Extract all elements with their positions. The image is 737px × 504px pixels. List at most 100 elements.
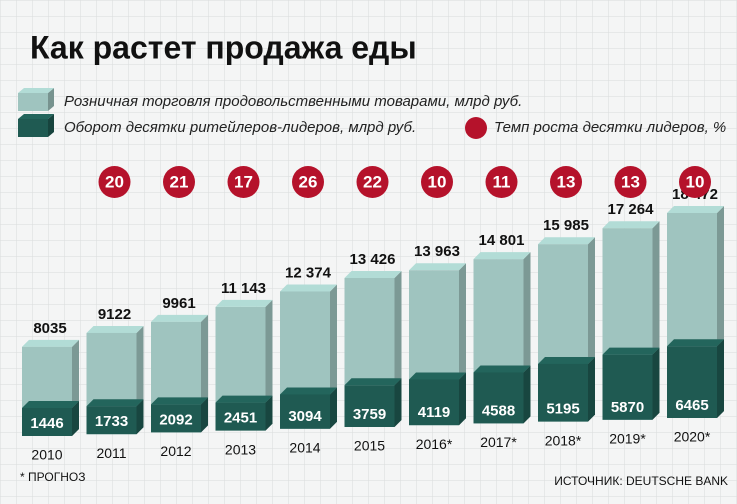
value-label: 12 374 bbox=[285, 264, 332, 281]
bar-side bbox=[588, 356, 595, 422]
rate-label: 13 bbox=[557, 172, 576, 191]
bar bbox=[280, 394, 330, 429]
bar-side bbox=[72, 401, 79, 436]
bar-side bbox=[265, 395, 273, 431]
rate-label: 22 bbox=[363, 172, 382, 191]
rate-marker bbox=[98, 166, 131, 198]
bar-top bbox=[473, 252, 531, 260]
rate-label: 11 bbox=[493, 172, 511, 191]
bar-side bbox=[136, 399, 144, 435]
bar-side bbox=[523, 365, 531, 424]
bar-side bbox=[201, 397, 208, 433]
value-label: 2092 bbox=[159, 411, 192, 428]
bar-top bbox=[22, 339, 79, 347]
value-label: 6465 bbox=[675, 397, 708, 414]
x-tick-label: 2010 bbox=[31, 447, 62, 463]
bar bbox=[22, 408, 72, 436]
legend-swatch bbox=[465, 117, 487, 139]
legend-label: Розничная торговля продовольственными то… bbox=[64, 93, 522, 110]
x-tick-label: 2011 bbox=[96, 445, 126, 461]
value-label: 9122 bbox=[98, 306, 131, 323]
bar bbox=[473, 372, 524, 424]
bar-top bbox=[473, 365, 531, 373]
rate-marker bbox=[550, 166, 582, 198]
bar-top bbox=[215, 299, 273, 307]
source: ИСТОЧНИК: DEUTSCHE BANK bbox=[554, 474, 728, 488]
rate-marker bbox=[679, 166, 711, 198]
rate-label: 26 bbox=[299, 172, 318, 191]
value-label: 2451 bbox=[224, 410, 257, 427]
bar bbox=[344, 385, 395, 427]
legend-swatch bbox=[18, 119, 48, 137]
rate-marker bbox=[485, 166, 518, 198]
value-label: 17 264 bbox=[608, 201, 655, 218]
value-label: 5195 bbox=[546, 401, 579, 418]
rate-marker bbox=[356, 166, 389, 198]
bar-top bbox=[215, 395, 273, 403]
value-label: 4588 bbox=[482, 402, 515, 419]
rate-label: 21 bbox=[170, 172, 189, 191]
bar bbox=[151, 404, 201, 433]
value-label: 3094 bbox=[288, 408, 322, 425]
legend-swatch-side bbox=[48, 88, 54, 111]
bar bbox=[667, 346, 717, 418]
value-label: 15 985 bbox=[543, 217, 589, 234]
bar-top bbox=[151, 314, 208, 322]
x-tick-label: 2012 bbox=[160, 443, 191, 459]
x-tick-label: 2017* bbox=[480, 434, 517, 450]
legend-swatch-top bbox=[18, 88, 54, 93]
bar-top bbox=[151, 397, 208, 405]
bar-top bbox=[602, 347, 660, 355]
bar bbox=[86, 406, 137, 435]
rate-label: 13 bbox=[621, 172, 640, 191]
legend-swatch-side bbox=[48, 114, 54, 137]
bar-side bbox=[459, 372, 466, 426]
legend-label: Оборот десятки ритейлеров-лидеров, млрд … bbox=[64, 119, 416, 136]
value-label: 9961 bbox=[162, 295, 195, 312]
rate-label: 10 bbox=[686, 172, 705, 191]
bar-side bbox=[394, 378, 402, 427]
bar-top bbox=[22, 401, 79, 408]
bar-top bbox=[538, 237, 595, 245]
value-label: 1446 bbox=[30, 415, 63, 432]
bar-top bbox=[667, 206, 724, 213]
rate-marker bbox=[227, 166, 260, 198]
bar-top bbox=[667, 339, 724, 347]
x-tick-label: 2014 bbox=[289, 440, 320, 456]
bar bbox=[215, 402, 266, 431]
value-label: 14 801 bbox=[479, 232, 525, 249]
bar-top bbox=[86, 325, 144, 333]
x-tick-label: 2018* bbox=[545, 432, 582, 448]
bar-top bbox=[280, 387, 337, 395]
bar-top bbox=[602, 221, 660, 229]
bar bbox=[538, 363, 588, 422]
bar-top bbox=[280, 284, 337, 292]
bar-side bbox=[717, 339, 724, 418]
rate-label: 17 bbox=[234, 172, 253, 191]
x-tick-label: 2013 bbox=[225, 441, 256, 457]
x-tick-label: 2016* bbox=[416, 436, 453, 452]
footnote: * ПРОГНОЗ bbox=[20, 470, 85, 484]
bar bbox=[602, 354, 653, 420]
bar-top bbox=[344, 270, 402, 278]
value-label: 1733 bbox=[95, 413, 128, 430]
value-label: 3759 bbox=[353, 406, 386, 423]
bar-side bbox=[652, 347, 660, 420]
value-label: 11 143 bbox=[221, 280, 266, 297]
value-label: 13 963 bbox=[414, 243, 460, 260]
bar-top bbox=[409, 372, 466, 380]
value-label: 8035 bbox=[33, 320, 66, 337]
x-tick-label: 2015 bbox=[354, 438, 385, 454]
value-label: 13 426 bbox=[350, 251, 396, 268]
value-label: 4119 bbox=[418, 404, 451, 421]
bar-top bbox=[344, 378, 402, 386]
bar-top bbox=[86, 399, 144, 407]
legend-label: Темп роста десятки лидеров, % bbox=[494, 119, 726, 136]
rate-label: 10 bbox=[428, 172, 447, 191]
rate-label: 20 bbox=[105, 172, 124, 191]
chart-title: Как растет продажа еды bbox=[30, 29, 417, 65]
rate-marker bbox=[421, 166, 453, 198]
bar-top bbox=[538, 356, 595, 364]
legend-swatch-top bbox=[18, 114, 54, 119]
